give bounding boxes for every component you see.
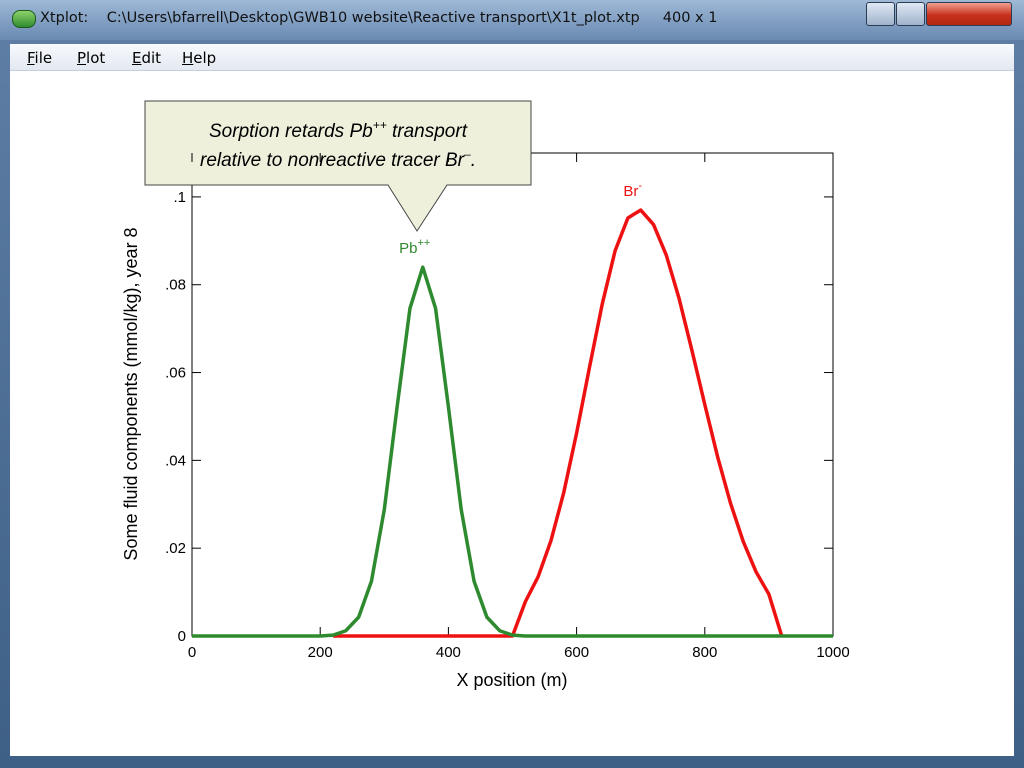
callout-text: Sorption retards Pb — [209, 121, 373, 142]
series-label-sup: ++ — [418, 237, 431, 249]
x-tick-label: 800 — [692, 644, 717, 661]
minimize-button[interactable] — [866, 2, 895, 26]
y-tick-label: .04 — [165, 452, 186, 469]
series-label: Pb++ — [399, 237, 430, 257]
series-label-name: Pb — [399, 240, 417, 257]
menu-item[interactable]: Plot — [77, 49, 106, 67]
x-tick-label: 200 — [308, 644, 333, 661]
y-tick-label: .08 — [165, 277, 186, 294]
callout-text: Sorption retards Pb++ transport — [209, 118, 468, 142]
app-icon — [12, 10, 36, 28]
callout-text: transport — [387, 121, 468, 142]
plot-frame — [191, 152, 834, 637]
menu-item[interactable]: Help — [182, 49, 217, 67]
x-tick-label: 1000 — [816, 644, 849, 661]
menu-item[interactable]: Edit — [132, 49, 162, 67]
y-tick-label: .02 — [165, 540, 186, 557]
x-tick-label: 0 — [188, 644, 196, 661]
callout-box — [144, 100, 532, 232]
callout-text: . — [471, 150, 476, 171]
title-bar: Xtplot: C:\Users\bfarrell\Desktop\GWB10 … — [0, 0, 1024, 40]
series-label-sup: - — [638, 180, 642, 192]
series-label-name: Br — [623, 183, 638, 200]
callout-sup: ++ — [373, 118, 387, 132]
series-line — [192, 265, 833, 638]
x-axis-label: X position (m) — [456, 670, 567, 690]
callout-text: relative to nonreactive tracer Br–. — [200, 147, 476, 171]
series-label: Br- — [623, 180, 642, 200]
x-tick-label: 600 — [564, 644, 589, 661]
menu-bar: File Plot Edit Help — [10, 44, 1014, 71]
y-tick-label: .06 — [165, 365, 186, 382]
y-tick-label: .1 — [173, 189, 186, 206]
window-title: Xtplot: C:\Users\bfarrell\Desktop\GWB10 … — [40, 10, 718, 26]
close-button[interactable] — [926, 2, 1012, 26]
callout-sup: – — [463, 147, 471, 161]
maximize-button[interactable] — [896, 2, 925, 26]
y-tick-label: 0 — [178, 628, 186, 645]
series-line — [333, 208, 784, 638]
menu-item[interactable]: File — [27, 49, 53, 67]
y-axis-label: Some fluid components (mmol/kg), year 8 — [121, 227, 141, 560]
x-tick-label: 400 — [436, 644, 461, 661]
callout-text: relative to nonreactive tracer Br — [200, 150, 465, 171]
